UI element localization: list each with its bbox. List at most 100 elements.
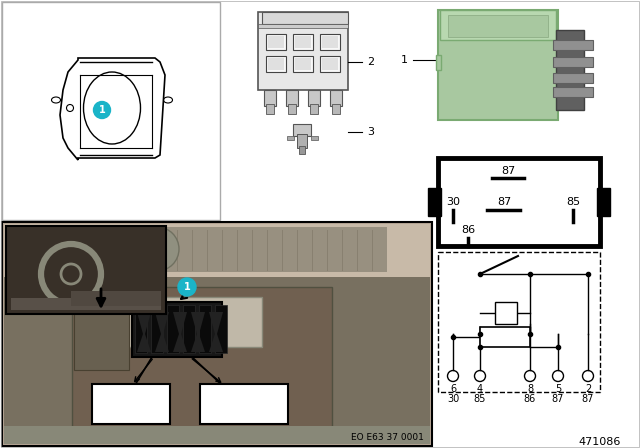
Text: 4: 4 xyxy=(477,384,483,394)
Bar xyxy=(553,57,593,67)
Bar xyxy=(151,305,163,353)
Text: 1: 1 xyxy=(401,55,408,65)
Bar xyxy=(74,290,129,370)
Bar xyxy=(293,124,311,136)
Bar xyxy=(92,297,262,347)
Bar xyxy=(448,15,548,37)
Text: 87: 87 xyxy=(582,394,594,404)
Text: X63: X63 xyxy=(118,408,144,421)
Bar xyxy=(440,10,556,40)
Text: 86: 86 xyxy=(524,394,536,404)
Bar xyxy=(4,224,430,279)
Text: 85: 85 xyxy=(474,394,486,404)
Bar xyxy=(268,58,284,70)
Bar xyxy=(2,2,220,220)
Bar xyxy=(553,40,593,50)
Bar xyxy=(199,305,211,353)
Bar xyxy=(72,287,332,432)
Bar xyxy=(288,104,296,114)
Bar xyxy=(11,298,161,310)
Text: 30: 30 xyxy=(446,197,460,207)
Bar xyxy=(266,104,274,114)
Circle shape xyxy=(178,278,196,296)
Bar xyxy=(480,327,530,347)
Text: 87: 87 xyxy=(497,197,511,207)
Bar xyxy=(268,36,284,48)
Bar xyxy=(92,384,170,424)
Bar xyxy=(157,227,387,272)
Polygon shape xyxy=(155,312,169,352)
Text: 2: 2 xyxy=(585,384,591,394)
Bar xyxy=(438,252,600,392)
Bar xyxy=(310,104,318,114)
Text: 6: 6 xyxy=(450,384,456,394)
Bar xyxy=(330,90,342,106)
Circle shape xyxy=(135,227,179,271)
Bar xyxy=(286,90,298,106)
Bar xyxy=(258,24,348,28)
Text: K93: K93 xyxy=(118,388,144,401)
Text: 87: 87 xyxy=(552,394,564,404)
Bar xyxy=(262,12,348,24)
Text: 2: 2 xyxy=(367,57,374,67)
Bar xyxy=(183,305,195,353)
Bar xyxy=(132,302,222,357)
Text: 85: 85 xyxy=(566,197,580,207)
Bar xyxy=(135,305,147,353)
Bar xyxy=(295,58,311,70)
Polygon shape xyxy=(60,58,165,160)
Bar xyxy=(597,188,610,216)
Text: EO E63 37 0001: EO E63 37 0001 xyxy=(351,434,424,443)
Polygon shape xyxy=(191,312,205,352)
Text: X1110: X1110 xyxy=(223,408,265,421)
Bar xyxy=(4,277,430,444)
Polygon shape xyxy=(173,312,187,352)
Bar xyxy=(266,34,286,50)
Bar xyxy=(332,104,340,114)
Bar xyxy=(320,56,340,72)
Bar xyxy=(200,384,288,424)
Bar xyxy=(438,10,558,120)
Bar xyxy=(308,90,320,106)
Bar xyxy=(553,73,593,83)
Bar xyxy=(4,426,430,444)
Bar xyxy=(71,291,161,306)
Text: 471086: 471086 xyxy=(579,437,621,447)
Bar xyxy=(2,222,432,446)
Text: 8: 8 xyxy=(527,384,533,394)
Bar xyxy=(436,55,441,70)
Bar xyxy=(553,87,593,97)
Bar xyxy=(556,30,584,110)
Bar xyxy=(293,56,313,72)
Bar xyxy=(287,136,294,140)
Text: 1: 1 xyxy=(184,282,190,292)
Text: 1: 1 xyxy=(99,105,106,115)
Polygon shape xyxy=(209,312,223,352)
Text: 5: 5 xyxy=(555,384,561,394)
Bar xyxy=(293,34,313,50)
Bar xyxy=(428,188,441,216)
Bar xyxy=(299,146,305,154)
Bar xyxy=(266,56,286,72)
Bar xyxy=(258,12,348,90)
Polygon shape xyxy=(137,312,151,352)
Bar xyxy=(264,90,276,106)
Text: 86: 86 xyxy=(461,225,475,235)
Bar xyxy=(495,302,517,324)
Bar xyxy=(215,305,227,353)
Text: K9: K9 xyxy=(236,388,253,401)
Text: 30: 30 xyxy=(447,394,459,404)
Text: 3: 3 xyxy=(367,127,374,137)
Bar xyxy=(320,34,340,50)
Bar xyxy=(167,305,179,353)
Bar xyxy=(6,226,166,314)
Text: 87: 87 xyxy=(501,166,515,176)
Bar xyxy=(3,223,431,445)
Bar xyxy=(295,36,311,48)
Bar xyxy=(438,158,600,246)
Bar xyxy=(311,136,318,140)
Bar xyxy=(322,58,338,70)
Circle shape xyxy=(93,102,111,119)
Bar xyxy=(322,36,338,48)
Bar xyxy=(297,134,307,148)
